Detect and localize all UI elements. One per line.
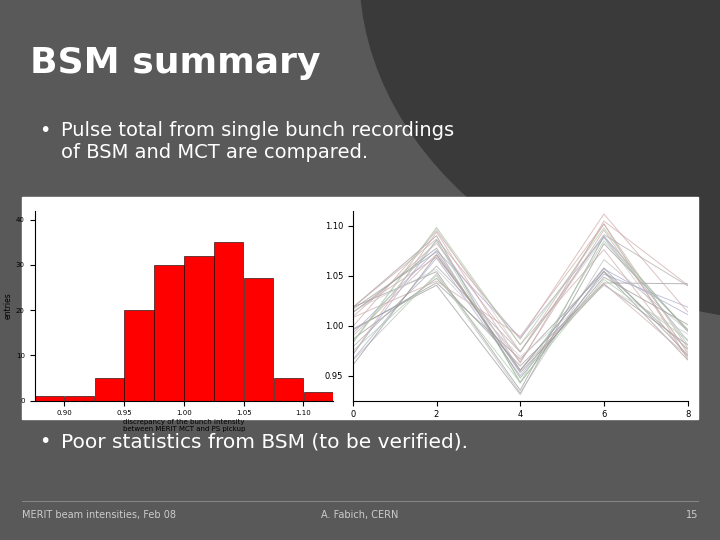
Text: Pulse total from single bunch recordings
of BSM and MCT are compared.: Pulse total from single bunch recordings… (61, 122, 454, 163)
X-axis label: discrepancy of the bunch intensity
between MERIT MCT and PS pickup: discrepancy of the bunch intensity betwe… (123, 419, 245, 432)
Bar (94, 378, 124, 401)
Text: A. Fabich, CERN: A. Fabich, CERN (321, 510, 399, 521)
Bar (304, 392, 333, 401)
Text: 15: 15 (686, 510, 698, 521)
Bar (154, 265, 184, 401)
Text: •: • (40, 432, 51, 451)
Bar (214, 242, 243, 401)
Text: •: • (40, 122, 51, 140)
Bar (65, 396, 94, 401)
Text: Poor statistics from BSM (to be verified).: Poor statistics from BSM (to be verified… (61, 432, 468, 451)
Bar (125, 310, 154, 401)
Text: BSM summary: BSM summary (30, 46, 320, 80)
Bar (184, 256, 214, 401)
FancyBboxPatch shape (22, 197, 698, 418)
Bar (274, 378, 303, 401)
Y-axis label: entries: entries (4, 292, 13, 319)
Bar (244, 279, 274, 401)
Wedge shape (360, 0, 720, 324)
Bar (35, 396, 64, 401)
Text: MERIT beam intensities, Feb 08: MERIT beam intensities, Feb 08 (22, 510, 176, 521)
